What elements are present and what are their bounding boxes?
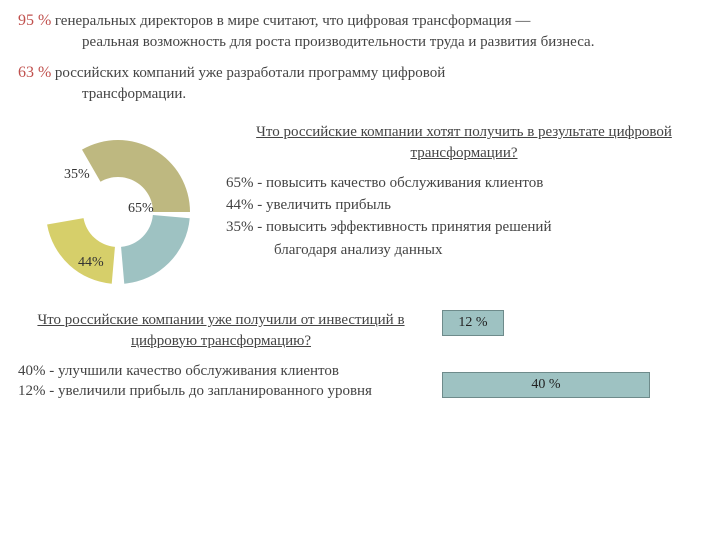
stat1-pct: 95 %	[18, 12, 51, 29]
stat2-block: 63 % российских компаний уже разработали…	[18, 62, 702, 104]
q1-item-3: благодаря анализу данных	[274, 240, 702, 260]
q1-block: Что российские компании хотят получить в…	[226, 122, 702, 292]
donut-label-1: 44%	[78, 254, 104, 273]
page-root: 95 % генеральных директоров в мире счита…	[0, 0, 720, 540]
stat1-block: 95 % генеральных директоров в мире счита…	[18, 10, 702, 52]
bar-chart: 12 % 40 %	[442, 310, 702, 401]
donut-segment-1	[121, 215, 190, 284]
donut-label-0: 65%	[128, 200, 154, 219]
q1-item-0: 65% - повысить качество обслуживания кли…	[226, 173, 702, 193]
lower-section: Что российские компании уже получили от …	[18, 310, 702, 401]
stat1-line1: генеральных директоров в мире считают, ч…	[55, 13, 531, 29]
q2-item-1: 12% - увеличили прибыль до запланированн…	[18, 381, 424, 401]
stat2-line1: российских компаний уже разработали прог…	[55, 65, 445, 81]
donut-chart: 65% 44% 35%	[18, 122, 208, 292]
q2-item-0: 40% - улучшили качество обслуживания кли…	[18, 361, 424, 381]
stat1-line2: реальная возможность для роста производи…	[82, 32, 702, 52]
q1-item-1: 44% - увеличить прибыль	[226, 195, 702, 215]
q1-item-2: 35% - повысить эффективность принятия ре…	[226, 217, 702, 237]
bar-0: 12 %	[442, 310, 504, 336]
q2-title: Что российские компании уже получили от …	[18, 310, 424, 351]
stat2-pct: 63 %	[18, 64, 51, 81]
donut-segment-2	[47, 218, 115, 284]
donut-svg	[18, 122, 208, 292]
q2-block: Что российские компании уже получили от …	[18, 310, 424, 401]
donut-label-2: 35%	[64, 166, 90, 185]
bar-1: 40 %	[442, 372, 650, 398]
stat2-line2: трансформации.	[82, 84, 702, 104]
q1-title: Что российские компании хотят получить в…	[226, 122, 702, 163]
mid-section: 65% 44% 35% Что российские компании хотят …	[18, 122, 702, 292]
